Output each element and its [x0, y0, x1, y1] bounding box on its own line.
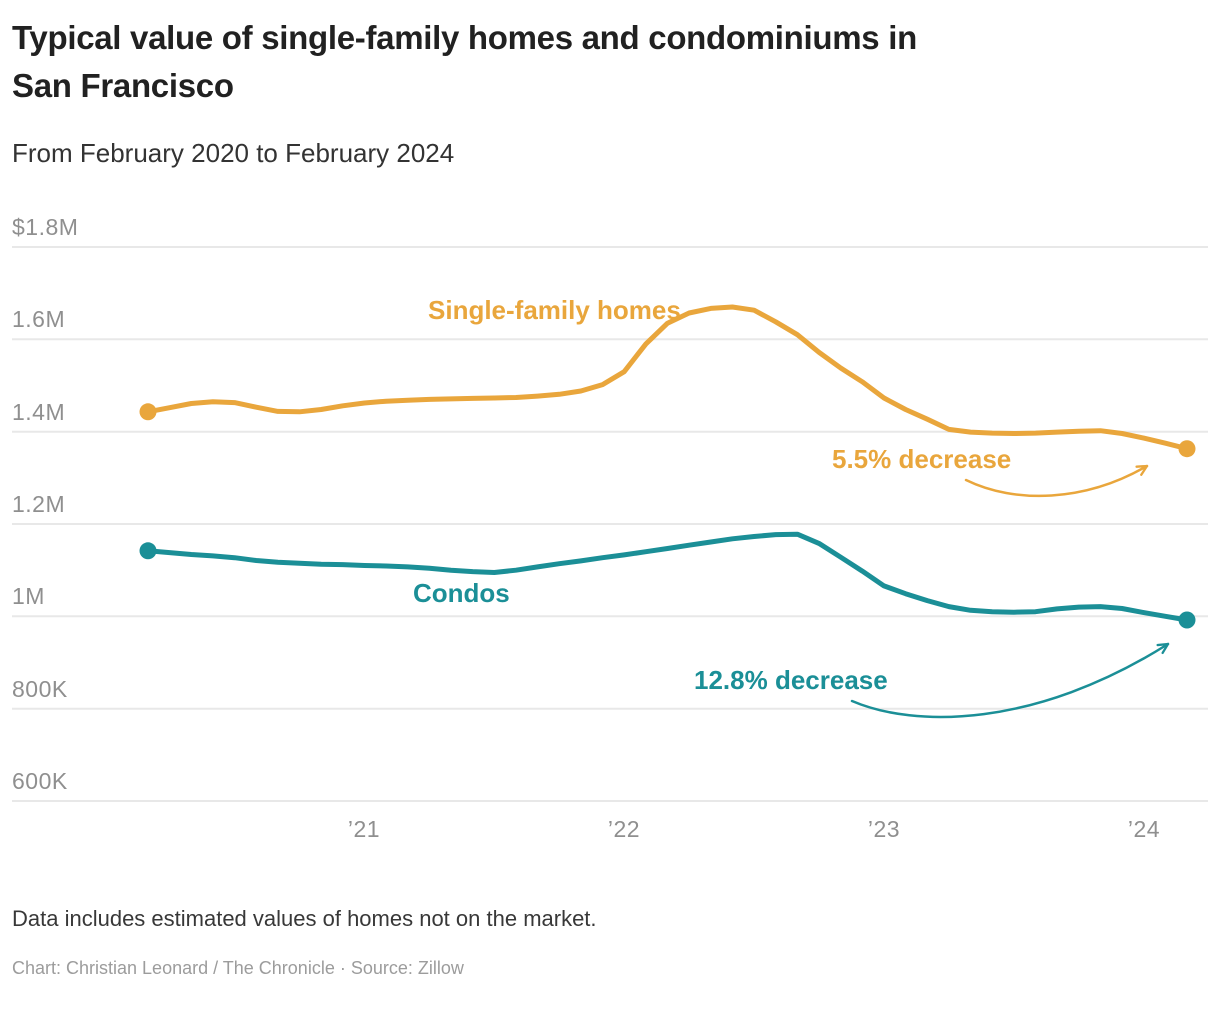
condos-line-start-dot — [139, 542, 157, 560]
single-family-line — [145, 304, 1190, 452]
annotation-condos-decrease: 12.8% decrease — [694, 665, 888, 695]
single-family-decrease-arrow — [964, 464, 1149, 498]
annotation-single-family-decrease: 5.5% decrease — [832, 444, 1012, 474]
x-axis-label-2022: ’22 — [607, 816, 641, 842]
condos-decrease-arrow — [850, 642, 1170, 719]
condos-line-end-dot — [1178, 611, 1196, 629]
page-title-line2: San Francisco — [12, 67, 234, 104]
series-label-condos: Condos — [413, 578, 510, 608]
data-note: Data includes estimated values of homes … — [12, 906, 597, 931]
series-label-single-family-homes: Single-family homes — [428, 295, 681, 325]
y-axis-label-800k: 800K — [12, 676, 68, 702]
y-axis-label-1200k: 1.2M — [12, 491, 66, 517]
y-axis-label-600k: 600K — [12, 768, 68, 794]
y-axis-label-1000k: 1M — [12, 583, 45, 609]
x-axis-label-2021: ’21 — [347, 816, 381, 842]
y-axis-label-1600k: 1.6M — [12, 306, 66, 332]
x-axis-label-2023: ’23 — [867, 816, 901, 842]
single-family-line-end-dot — [1178, 440, 1196, 458]
y-axis-label-1400k: 1.4M — [12, 399, 66, 425]
chart-credit: Chart: Christian Leonard / The Chronicle… — [12, 958, 464, 978]
y-axis-label-1800k: $1.8M — [12, 214, 79, 240]
page-title: Typical value of single-family homes and… — [12, 14, 917, 110]
x-axis-label-2024: ’24 — [1127, 816, 1161, 842]
gridlines — [12, 246, 1208, 802]
page-title-line1: Typical value of single-family homes and… — [12, 19, 917, 56]
chart-subtitle: From February 2020 to February 2024 — [12, 138, 455, 168]
condos-line — [145, 531, 1190, 623]
single-family-line-start-dot — [139, 403, 157, 421]
